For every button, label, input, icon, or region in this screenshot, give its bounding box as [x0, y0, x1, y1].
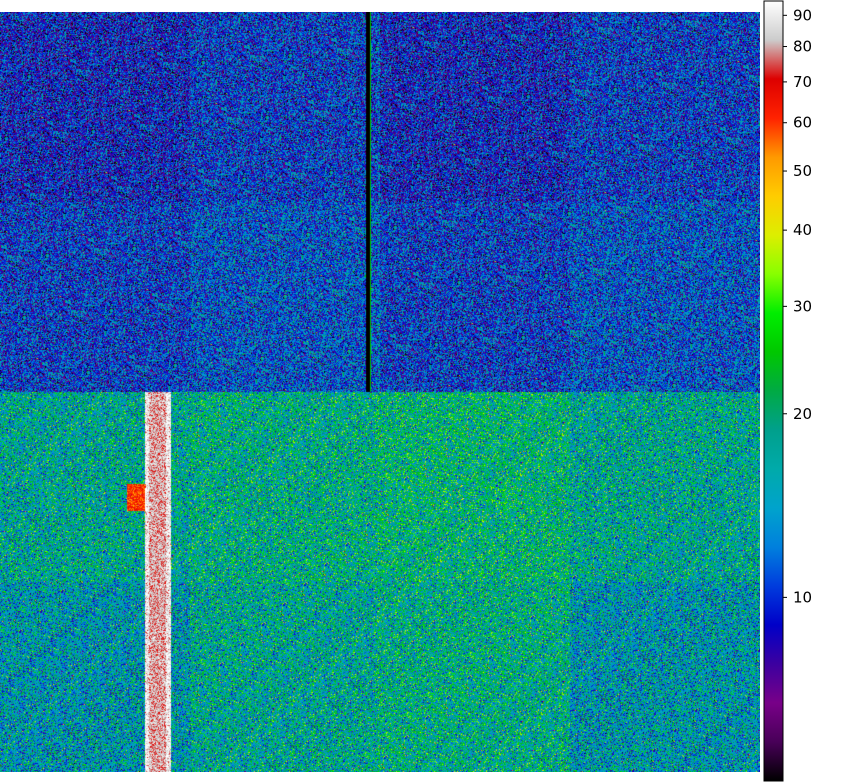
colorbar-tick-label: 60 [793, 114, 812, 132]
colorbar-tick-label: 20 [793, 405, 812, 423]
colorbar-gradient [763, 0, 784, 782]
colorbar-ticks: 10 20 30 40 50 60 70 80 90 [783, 6, 812, 606]
colorbar-tick-label: 40 [793, 221, 812, 239]
colorbar-tick-label: 10 [793, 588, 812, 606]
colorbar-tick-label: 70 [793, 73, 812, 91]
colorbar-tick-label: 80 [793, 38, 812, 56]
colorbar-tick-label: 30 [793, 297, 812, 315]
detector-heatmap [0, 12, 760, 772]
colorbar-tick-label: 90 [793, 6, 812, 24]
colorbar-tick-label: 50 [793, 162, 812, 180]
